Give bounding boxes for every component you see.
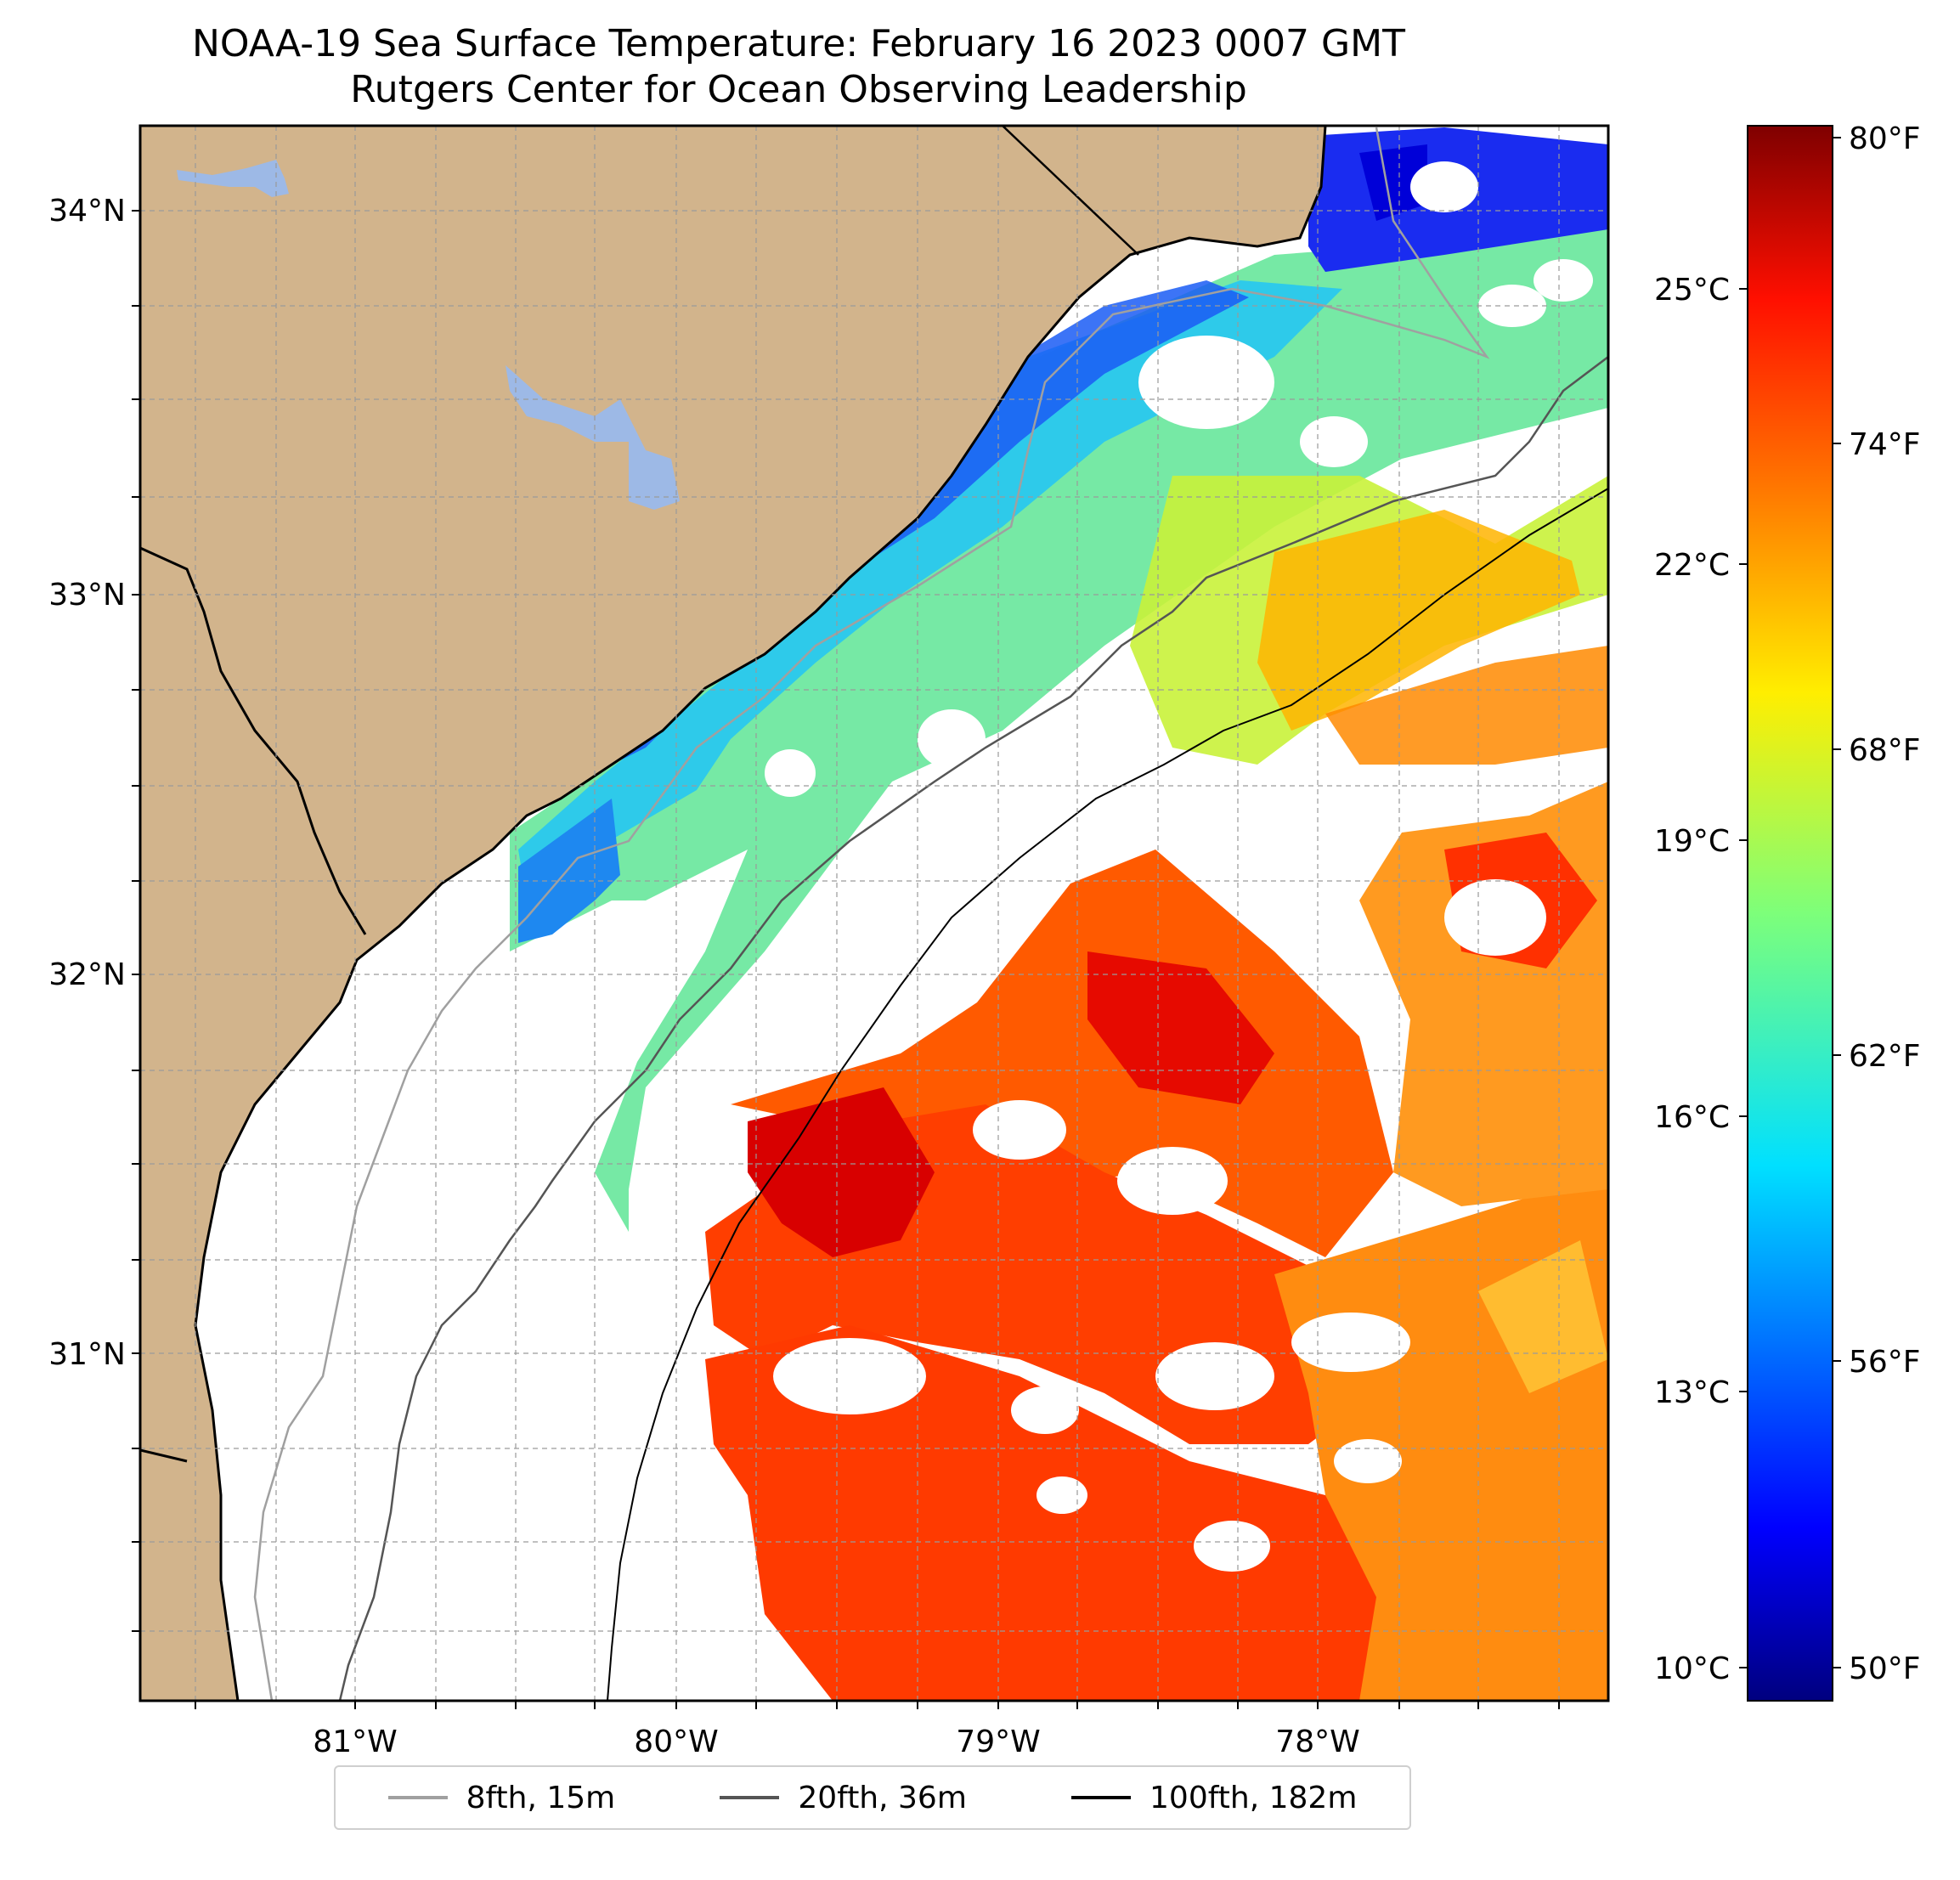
lat-label: 32°N bbox=[48, 957, 126, 992]
map-frame bbox=[138, 124, 1610, 1702]
map-title: NOAA-19 Sea Surface Temperature: Februar… bbox=[192, 22, 1405, 65]
lake bbox=[177, 160, 289, 197]
sst-mid-band bbox=[1130, 476, 1608, 765]
land-mass bbox=[140, 126, 1327, 1701]
lat-label: 34°N bbox=[48, 194, 126, 229]
contour-100fth bbox=[607, 488, 1608, 1701]
lat-label: 33°N bbox=[48, 578, 126, 613]
contour-legend: 8fth, 15m 20fth, 36m 100fth, 182m bbox=[334, 1765, 1411, 1830]
fahrenheit-label: 62°F bbox=[1849, 1039, 1921, 1074]
map-subtitle: Rutgers Center for Ocean Observing Leade… bbox=[350, 68, 1247, 111]
celsius-label: 19°C bbox=[1654, 824, 1730, 859]
fahrenheit-label: 56°F bbox=[1849, 1345, 1921, 1380]
legend-label: 20fth, 36m bbox=[798, 1780, 967, 1815]
state-border bbox=[140, 546, 367, 935]
lat-label: 31°N bbox=[48, 1337, 126, 1372]
celsius-label: 16°C bbox=[1654, 1100, 1730, 1135]
state-border bbox=[1002, 126, 1139, 256]
lake bbox=[506, 365, 680, 510]
legend-label: 100fth, 182m bbox=[1149, 1780, 1358, 1815]
lon-label: 79°W bbox=[956, 1725, 1040, 1759]
legend-item-20fth: 20fth, 36m bbox=[720, 1781, 967, 1815]
colorbar-ticks bbox=[1739, 137, 1841, 1668]
axis-ticks bbox=[132, 210, 1560, 1709]
contour-20fth bbox=[338, 356, 1608, 1701]
legend-label: 8fth, 15m bbox=[466, 1780, 616, 1815]
legend-item-100fth: 100fth, 182m bbox=[1071, 1781, 1357, 1815]
celsius-label: 25°C bbox=[1654, 273, 1730, 308]
legend-line-icon bbox=[387, 1796, 448, 1799]
lon-label: 78°W bbox=[1275, 1725, 1359, 1759]
celsius-label: 22°C bbox=[1654, 548, 1730, 583]
state-border bbox=[140, 1448, 188, 1463]
legend-item-8fth: 8fth, 15m bbox=[387, 1780, 616, 1815]
gridlines bbox=[140, 126, 1608, 1701]
legend-line-icon bbox=[1071, 1796, 1132, 1799]
lon-label: 81°W bbox=[313, 1725, 397, 1759]
fahrenheit-label: 80°F bbox=[1849, 121, 1921, 156]
lon-label: 80°W bbox=[634, 1725, 718, 1759]
contour-8fth bbox=[253, 127, 1490, 1701]
fahrenheit-label: 50°F bbox=[1849, 1651, 1921, 1686]
celsius-label: 10°C bbox=[1654, 1651, 1730, 1686]
colorbar bbox=[1747, 125, 1833, 1702]
fahrenheit-label: 74°F bbox=[1849, 427, 1921, 462]
celsius-label: 13°C bbox=[1654, 1375, 1730, 1410]
legend-line-icon bbox=[720, 1796, 780, 1799]
fahrenheit-label: 68°F bbox=[1849, 733, 1921, 768]
cloud-gaps bbox=[765, 161, 1593, 1572]
